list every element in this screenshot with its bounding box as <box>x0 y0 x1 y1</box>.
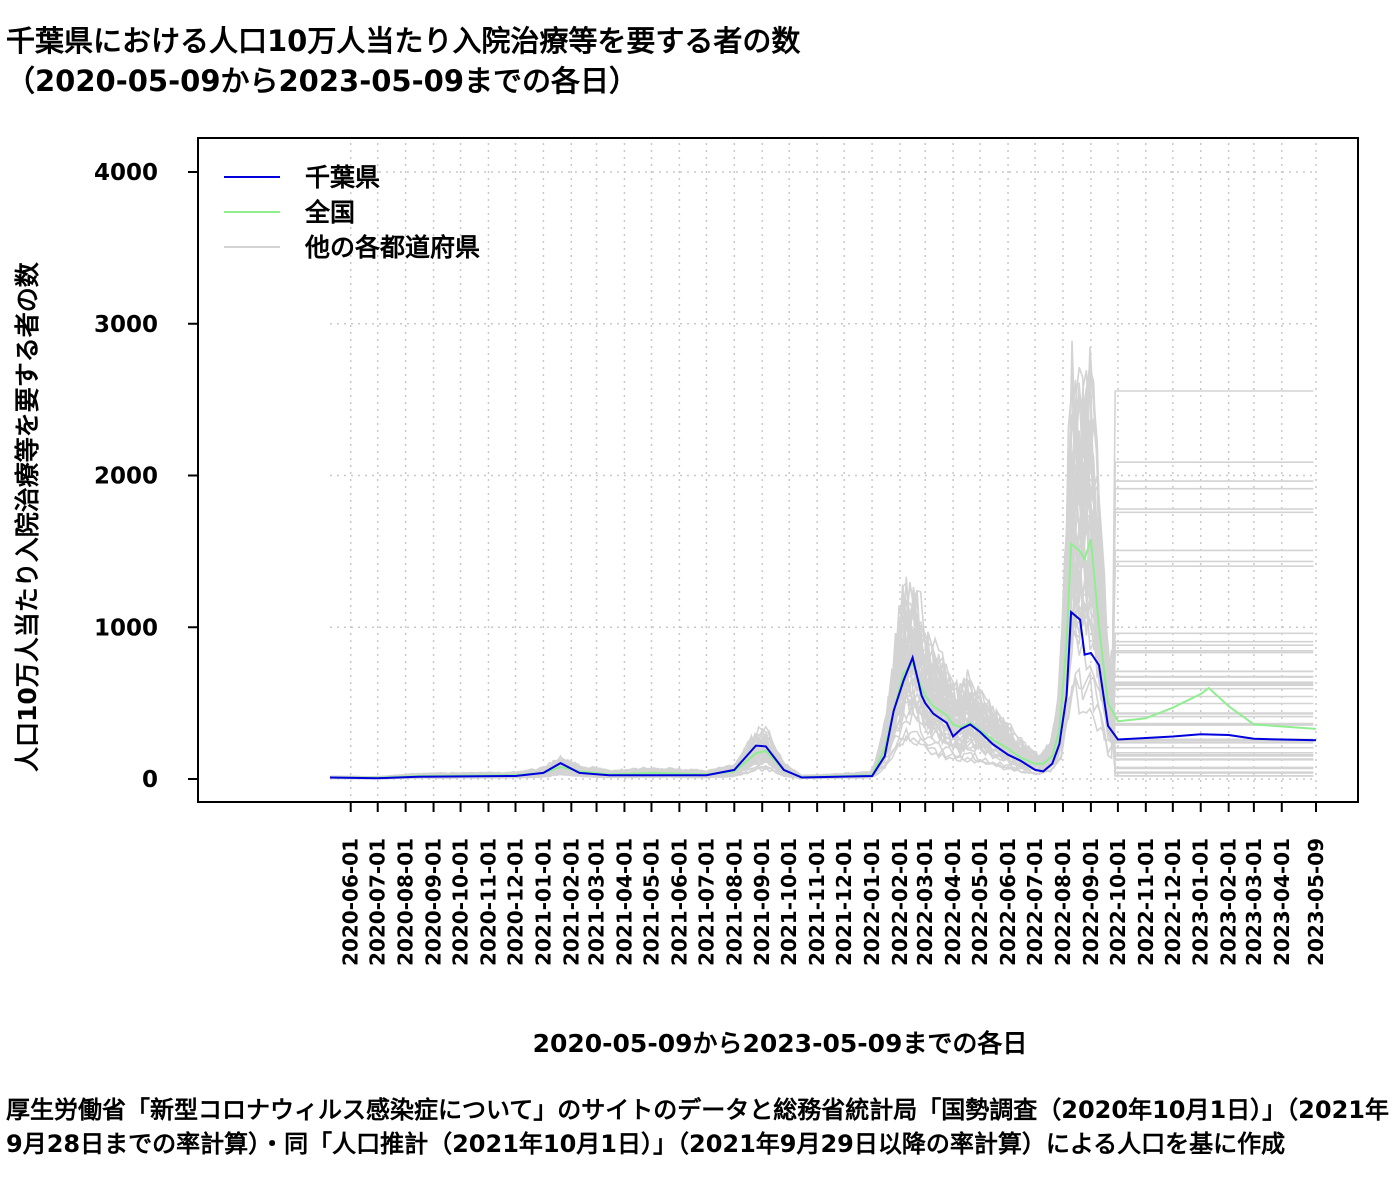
x-tick-label: 2022-08-01 <box>1051 838 1075 966</box>
x-tick-label: 2021-04-01 <box>612 838 636 966</box>
series-line-national <box>329 538 1317 779</box>
other-prefecture-line <box>329 514 1314 779</box>
x-tick-label: 2020-12-01 <box>504 838 528 966</box>
x-tick-label: 2023-04-01 <box>1270 838 1294 966</box>
x-tick-label: 2020-10-01 <box>449 838 473 966</box>
x-tick-label: 2020-08-01 <box>394 838 418 966</box>
y-axis-label: 人口10万人当たり入院治療等を要する者の数 <box>13 262 42 772</box>
other-prefecture-line <box>329 566 1314 779</box>
y-tick-label: 4000 <box>94 160 158 186</box>
chart-subtitle: （2020-05-09から2023-05-09までの各日） <box>6 64 638 98</box>
x-tick-label: 2022-06-01 <box>996 838 1020 966</box>
x-tick-label: 2020-11-01 <box>477 838 501 966</box>
other-prefecture-line <box>329 480 1314 780</box>
chart-title: 千葉県における人口10万人当たり入院治療等を要する者の数 <box>6 24 801 58</box>
x-tick-label: 2023-05-09 <box>1304 838 1328 966</box>
x-tick-label: 2022-01-01 <box>860 838 884 966</box>
other-prefecture-line <box>330 390 1314 780</box>
x-tick-label: 2023-02-01 <box>1217 838 1241 966</box>
x-tick-label: 2021-03-01 <box>585 838 609 966</box>
y-tick-label: 1000 <box>94 615 158 641</box>
other-prefecture-line <box>329 464 1314 779</box>
source-caption: 厚生労働省「新型コロナウィルス感染症について」のサイトのデータと総務省統計局「国… <box>6 1096 1389 1158</box>
legend-label: 全国 <box>304 198 355 227</box>
y-tick-label: 0 <box>142 767 158 793</box>
legend-label: 他の各都道府県 <box>304 233 480 262</box>
x-tick-label: 2021-01-01 <box>531 838 555 966</box>
x-tick-label: 2021-05-01 <box>640 838 664 966</box>
x-tick-label: 2021-12-01 <box>832 838 856 966</box>
other-prefecture-line <box>329 594 1314 780</box>
other-prefecture-line <box>329 448 1314 779</box>
x-tick-label: 2023-03-01 <box>1242 838 1266 966</box>
series-layer <box>329 538 1317 780</box>
x-tick-label: 2021-02-01 <box>559 838 583 966</box>
other-prefecture-line <box>329 458 1314 779</box>
x-tick-label: 2021-10-01 <box>777 838 801 966</box>
other-prefecture-line <box>329 411 1314 779</box>
x-tick-label: 2022-09-01 <box>1079 838 1103 966</box>
other-prefecture-line <box>329 340 1314 779</box>
x-tick-label: 2021-07-01 <box>694 838 718 966</box>
x-tick-label: 2021-06-01 <box>667 838 691 966</box>
x-tick-label: 2022-10-01 <box>1106 838 1130 966</box>
other-prefectures-layer <box>329 340 1314 780</box>
x-tick-label: 2020-09-01 <box>422 838 446 966</box>
other-prefecture-line <box>329 497 1314 779</box>
other-prefecture-line <box>330 454 1314 779</box>
other-prefecture-line <box>329 364 1314 779</box>
x-tick-label: 2022-05-01 <box>968 838 992 966</box>
other-prefecture-line <box>329 458 1314 779</box>
x-tick-label: 2022-12-01 <box>1161 838 1185 966</box>
other-prefecture-line <box>330 560 1314 780</box>
x-tick-label: 2022-02-01 <box>888 838 912 966</box>
x-tick-label: 2022-11-01 <box>1134 838 1158 966</box>
x-axis-label: 2020-05-09から2023-05-09までの各日 <box>532 1029 1028 1058</box>
x-tick-label: 2021-09-01 <box>750 838 774 966</box>
series-line-chiba <box>329 610 1317 780</box>
plot-frame <box>197 137 1359 803</box>
x-tick-label: 2022-03-01 <box>913 838 937 966</box>
x-tick-label: 2021-08-01 <box>722 838 746 966</box>
other-prefecture-line <box>329 379 1314 779</box>
other-prefecture-line <box>329 391 1314 779</box>
x-tick-label: 2022-04-01 <box>941 838 965 966</box>
x-tick-label: 2022-07-01 <box>1023 838 1047 966</box>
y-tick-label: 2000 <box>94 464 158 490</box>
x-tick-label: 2021-11-01 <box>805 838 829 966</box>
legend-label: 千葉県 <box>305 163 380 192</box>
x-tick-label: 2020-07-01 <box>366 838 390 966</box>
x-tick-label: 2023-01-01 <box>1189 838 1213 966</box>
y-tick-label: 3000 <box>94 312 158 338</box>
other-prefecture-line <box>329 359 1314 779</box>
x-tick-label: 2020-06-01 <box>339 838 363 966</box>
other-prefecture-line <box>329 387 1314 779</box>
